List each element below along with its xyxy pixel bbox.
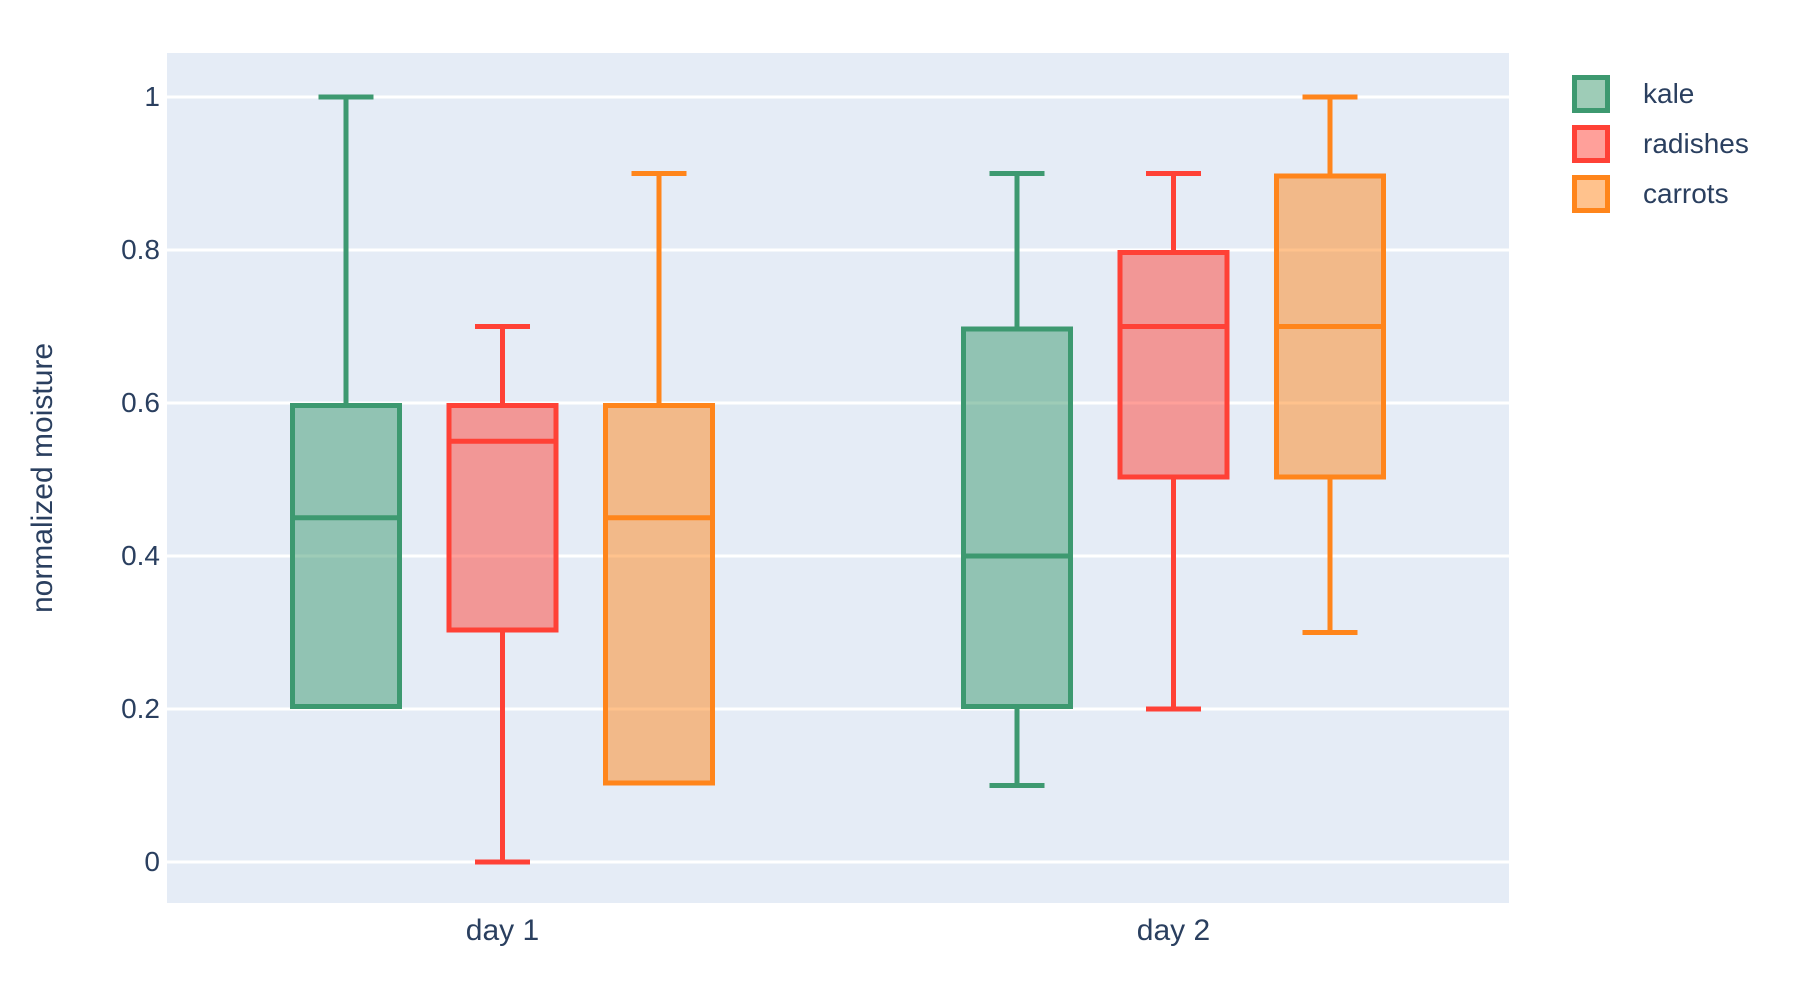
plot-area[interactable] [167, 53, 1509, 903]
legend-label: kale [1643, 78, 1695, 109]
legend-item-radishes[interactable]: radishes [1572, 125, 1749, 163]
legend-item-kale[interactable]: kale [1572, 75, 1694, 113]
kale-swatch-icon [1572, 75, 1610, 113]
y-tick-label: 0.6 [121, 387, 160, 418]
legend-item-carrots[interactable]: carrots [1572, 175, 1729, 213]
y-tick-label: 0.4 [121, 540, 160, 571]
legend-label: carrots [1643, 178, 1729, 209]
legend-label: radishes [1643, 128, 1749, 159]
radishes-swatch-icon [1572, 125, 1610, 163]
x-tick-label-day-1: day 1 [465, 914, 540, 947]
x-tick-label-day-2: day 2 [1136, 914, 1211, 947]
y-tick-label: 0.2 [121, 693, 160, 724]
carrots-swatch-icon [1572, 175, 1610, 213]
y-tick-label: 1 [144, 81, 160, 112]
y-axis-title: normalized moisture [26, 342, 59, 614]
y-tick-label: 0.8 [121, 234, 160, 265]
y-tick-label: 0 [144, 846, 160, 877]
